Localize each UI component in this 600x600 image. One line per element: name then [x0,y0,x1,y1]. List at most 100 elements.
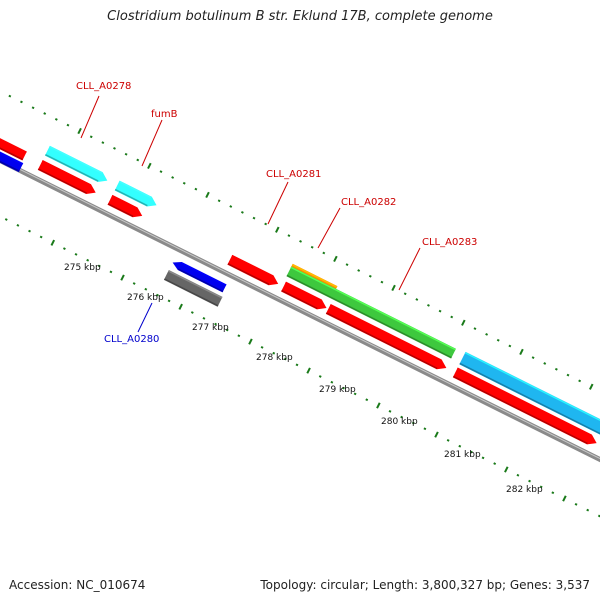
gene-leader-lines [80,95,421,333]
leader-cll-a0278 [80,95,100,139]
ruler-major-tick [519,348,524,355]
ruler-minor-dot [574,502,578,506]
cds-feature-2-shadow [37,168,87,194]
gene-feature-right-sky-highlight [464,352,600,421]
ruler-minor-dot [132,282,136,285]
ruler-minor-dot [97,264,101,268]
ruler-minor-dot [427,303,430,307]
ruler-major-tick [178,303,183,310]
ruler-minor-dot [566,373,570,377]
inner-dotted-ruler [4,218,600,518]
kbp-tick-labels: 275 kbp 276 kbp 277 kbp 278 kbp 279 kbp … [64,263,543,495]
ruler-minor-dot [551,491,555,495]
ruler-minor-dot [473,327,477,330]
ruler-minor-dot [66,123,70,127]
ruler-minor-dot [167,299,171,303]
cds-feature-7-highlight [456,367,592,437]
cds-feature-4-highlight [231,255,274,277]
gene-label-cll-a0281: CLL_A0281 [266,169,321,180]
leader-cll-a0280 [137,302,153,333]
cds-feature-1-shadow [0,147,24,161]
ruler-minor-dot [508,344,512,348]
ruler-minor-dot [156,293,159,297]
gene-label-cll-a0283: CLL_A0283 [422,237,477,248]
tick-label-280: 280 kbp [381,417,418,427]
leader-cll-a0283 [398,247,421,291]
tick-label-278: 278 kbp [256,353,293,363]
ruler-minor-dot [481,456,485,460]
ruler-minor-dot [368,274,372,278]
ruler-minor-dot [342,386,345,390]
map-title: Clostridium botulinum B str. Eklund 17B,… [107,9,493,24]
ruler-minor-dot [283,357,287,361]
ruler-minor-dot [516,473,520,477]
cds-feature-1-highlight [0,138,27,154]
ruler-minor-dot [446,439,450,442]
leader-cll-a0282 [317,207,341,249]
ruler-minor-dot [272,351,276,355]
ruler-minor-dot [450,315,454,319]
cds-feature-3-highlight [111,195,138,210]
ruler-minor-dot [528,479,531,483]
tick-label-275: 275 kbp [64,263,101,273]
tick-label-277: 277 kbp [192,323,229,333]
gene-feature-cll-a0280-blue-shadow [177,268,224,293]
ruler-minor-dot [423,427,427,431]
ruler-minor-dot [578,379,582,383]
ruler-minor-dot [144,287,148,291]
ruler-minor-dot [496,338,500,342]
ruler-minor-dot [240,210,244,214]
ruler-minor-dot [411,421,415,425]
ruler-minor-dot [159,170,163,174]
gene-labels: CLL_A0278 fumB CLL_A0281 CLL_A0282 CLL_A… [76,81,477,345]
cds-feature-7 [452,367,597,445]
gene-feature-cll-a0278-shadow [45,154,99,182]
gene-feature-right-sky-shadow [459,362,600,435]
ruler-major-tick [50,239,56,246]
ruler-minor-dot [214,322,218,326]
ruler-minor-dot [8,94,12,98]
cds-feature-3-shadow [107,203,134,218]
cds-feature-6 [325,304,447,370]
ruler-minor-dot [182,181,186,185]
cds-feature-6-highlight [329,304,442,362]
ruler-minor-dot [43,112,47,115]
gene-feature-cll-a0280-blue-highlight [181,262,227,286]
gene-feature-left-edge-highlight [0,151,24,165]
ruler-minor-dot [345,263,349,267]
ruler-minor-dot [539,485,543,489]
ruler-minor-dot [403,292,407,296]
gene-feature-cll-a0283-highlight [290,266,456,351]
ruler-major-tick [147,162,152,169]
cds-feature-2-highlight [41,160,91,186]
ruler-minor-dot [109,270,113,274]
ruler-minor-dot [260,346,264,349]
gene-feature-cll-a0283 [286,266,456,359]
ruler-minor-dot [202,316,206,320]
cds-feature-2 [37,160,96,195]
ruler-minor-dot [62,247,66,250]
ruler-minor-dot [171,176,175,179]
ruler-minor-dot [16,223,20,227]
ruler-major-tick [205,191,210,199]
gene-label-cll-a0278: CLL_A0278 [76,81,131,92]
genome-summary-text: Topology: circular; Length: 3,800,327 bp… [260,578,590,592]
gene-feature-right-sky [459,351,600,435]
gene-feature-cll-a0278-highlight [49,145,103,174]
gene-feature-cll-a0283-shadow [286,274,452,359]
ruler-minor-dot [353,392,357,396]
cds-feature-5-highlight [285,281,322,302]
leader-fumb [141,119,163,167]
cds-feature-3 [107,194,143,218]
ruler-minor-dot [74,253,78,256]
ruler-minor-dot [217,199,221,203]
ruler-major-tick [77,127,82,135]
ruler-minor-dot [194,187,198,191]
ruler-major-tick [461,319,466,326]
ruler-minor-dot [287,234,291,237]
gene-feature-fumb-highlight [118,180,152,199]
gene-feature-cll-a0280-gray-shadow [164,278,219,307]
ruler-minor-dot [531,356,535,360]
ruler-minor-dot [485,333,489,336]
